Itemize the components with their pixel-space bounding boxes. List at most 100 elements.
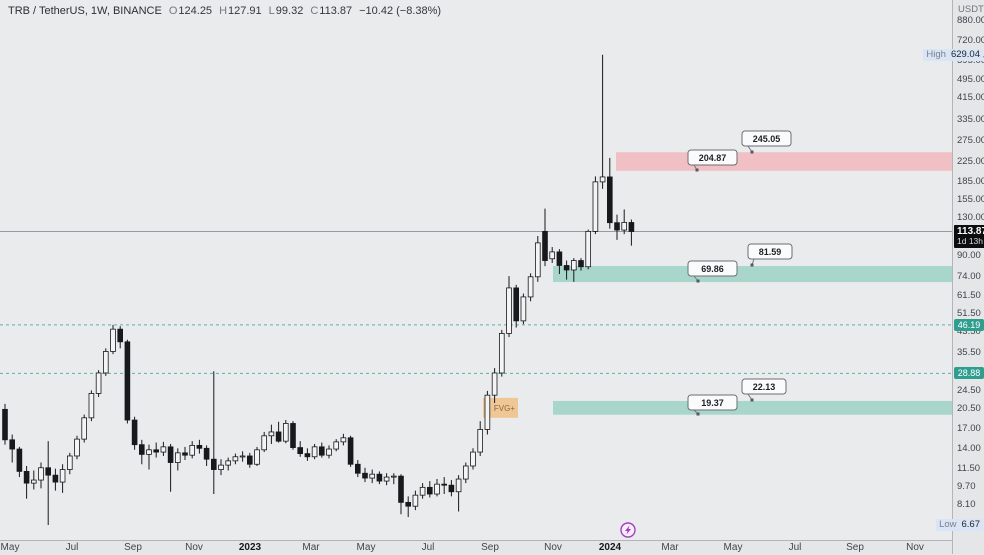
- candle-down: [405, 501, 411, 507]
- callout-anchor-dot: [695, 168, 699, 172]
- callout-anchor-dot: [696, 279, 700, 283]
- candle-down: [354, 463, 361, 474]
- candle-up: [585, 230, 591, 268]
- candle-down: [297, 447, 303, 455]
- candle-up: [326, 448, 332, 456]
- price-tick: 720.00: [957, 35, 984, 47]
- price-tick: 225.00: [957, 155, 984, 167]
- time-label-month: Jul: [65, 542, 79, 553]
- ohlc-key: O: [168, 5, 178, 17]
- demand-zone-lower[interactable]: [553, 400, 952, 415]
- candle-up: [38, 467, 44, 481]
- price-tick: 9.70: [957, 480, 976, 492]
- candle-up: [527, 276, 534, 298]
- price-tick: 20.50: [957, 403, 981, 415]
- price-callout[interactable]: [687, 260, 738, 277]
- candle-down: [138, 444, 145, 455]
- symbol-header: TRB / TetherUS, 1W, BINANCE O124.25 H127.9…: [8, 5, 441, 17]
- candle-up: [484, 394, 491, 430]
- price-tick: 8.10: [957, 499, 976, 511]
- price-tick: 130.00: [957, 212, 984, 224]
- price-tick: 24.50: [957, 384, 981, 396]
- candle-up: [506, 287, 512, 334]
- price-callout[interactable]: [741, 130, 792, 147]
- price-tick: 415.00: [957, 92, 984, 104]
- price-tick: 155.00: [957, 194, 984, 206]
- time-label-month: Jul: [788, 542, 802, 553]
- price-tick: 35.50: [957, 346, 981, 358]
- candle-up: [340, 437, 347, 443]
- demand-zone-upper[interactable]: [553, 265, 952, 283]
- candle-up: [383, 476, 390, 482]
- candle-up: [110, 328, 116, 352]
- candle-up: [621, 222, 627, 231]
- candle-up: [254, 449, 260, 465]
- candle-down: [16, 448, 23, 472]
- price-tick: 14.00: [957, 442, 981, 454]
- callout-anchor-dot: [696, 412, 700, 416]
- candle-up: [491, 372, 498, 396]
- time-label-month: May: [0, 542, 20, 553]
- price-callout[interactable]: [741, 378, 787, 395]
- time-label-year: 2024: [598, 542, 622, 553]
- time-label-month: Mar: [302, 542, 320, 553]
- candle-down: [131, 419, 138, 446]
- candle-up: [218, 464, 224, 470]
- low-value: 6.67: [961, 519, 981, 530]
- price-callout-text: 19.37: [701, 398, 724, 408]
- candle-down: [398, 475, 404, 503]
- last-price-value: 113.87: [957, 225, 984, 237]
- price-callout[interactable]: [747, 243, 793, 260]
- time-label-month: Nov: [185, 542, 203, 553]
- callout-anchor-dot: [750, 263, 754, 267]
- price-callout-text: 22.13: [753, 382, 776, 392]
- supply-zone[interactable]: [616, 152, 952, 171]
- time-label-year: 2023: [238, 542, 262, 553]
- level-badge-28: 28.88: [954, 367, 984, 380]
- price-callout[interactable]: [687, 394, 738, 411]
- candle-up: [232, 456, 239, 462]
- level-badge-46: 46.19: [954, 318, 984, 331]
- candle-down: [347, 437, 354, 465]
- candle-up: [535, 242, 541, 278]
- candle-up: [599, 176, 606, 183]
- candle-down: [441, 483, 447, 486]
- price-tick: 185.00: [957, 175, 984, 187]
- candle-up: [261, 435, 267, 451]
- price-axis[interactable]: USDT 880.00720.00595.00495.00415.00335.0…: [952, 0, 984, 554]
- candle-down: [614, 222, 620, 231]
- time-axis[interactable]: May Jul Sep Nov 2023 Mar May Jul Sep Nov 2024 Mar Ma…: [0, 540, 984, 555]
- price-callout[interactable]: [687, 149, 738, 166]
- ohlc-values: O124.25 H127.91 L99.32 C113.87: [162, 5, 352, 17]
- candle-up: [592, 181, 599, 232]
- time-label-month: Nov: [544, 542, 562, 553]
- lightning-bolt: [625, 525, 631, 535]
- candle-down: [290, 423, 296, 448]
- callout-anchor-dot: [750, 398, 754, 402]
- symbol-title[interactable]: TRB / TetherUS, 1W, BINANCE: [8, 5, 162, 17]
- candle-up: [549, 251, 555, 260]
- change-value: −10.42 (−8.38%): [359, 5, 442, 17]
- price-callout-text: 81.59: [759, 247, 782, 257]
- candle-up: [30, 479, 37, 484]
- candle-up: [225, 460, 232, 466]
- price-callout-text: 245.05: [753, 134, 781, 144]
- ohlc-value: 124.25: [178, 5, 213, 17]
- ohlc-key: C: [310, 5, 319, 17]
- ohlc-value: 127.91: [228, 5, 262, 17]
- fvg-box[interactable]: [483, 397, 518, 418]
- chart-canvas[interactable]: FVG+ 245.05 204.87 81.59 69.86 22.13 19.37: [0, 0, 952, 540]
- candle-up: [268, 431, 275, 437]
- candle-up: [571, 260, 577, 271]
- price-tick: 17.00: [957, 422, 981, 434]
- high-value: 629.04: [950, 48, 980, 60]
- candle-down: [2, 408, 8, 441]
- candle-down: [153, 449, 160, 453]
- candle-up: [412, 494, 419, 507]
- ohlc-value: 99.32: [275, 5, 304, 17]
- price-tick: 74.00: [957, 270, 981, 282]
- candle-down: [304, 453, 311, 458]
- candle-down: [167, 446, 174, 463]
- candle-up: [95, 372, 102, 394]
- candle-up: [282, 423, 289, 442]
